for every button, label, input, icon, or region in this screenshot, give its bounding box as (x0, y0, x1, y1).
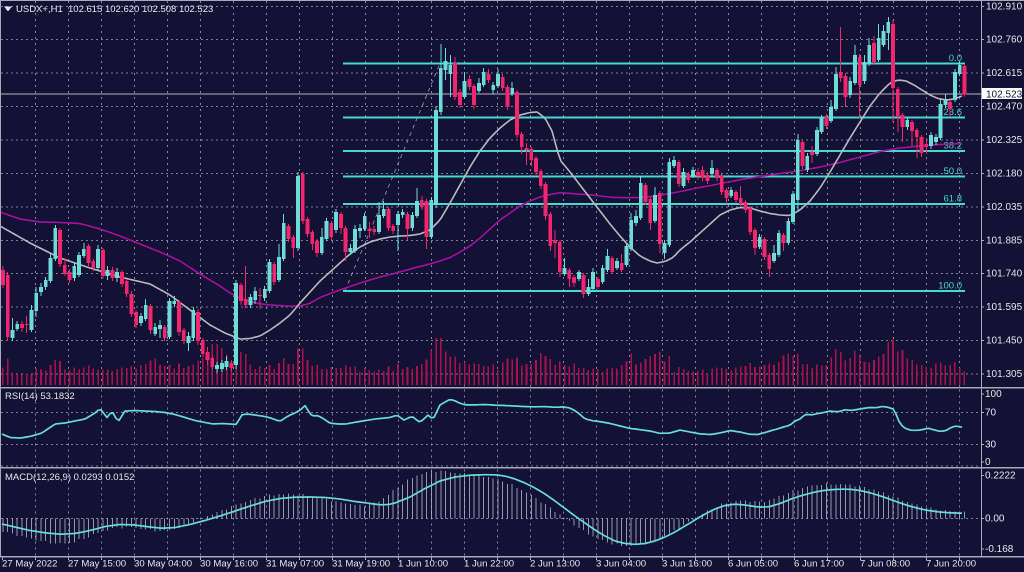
svg-text:30 May 16:00: 30 May 16:00 (200, 559, 258, 570)
svg-text:101.305: 101.305 (986, 369, 1023, 380)
svg-text:6 Jun 17:00: 6 Jun 17:00 (794, 559, 844, 570)
svg-text:1 Jun 10:00: 1 Jun 10:00 (398, 559, 448, 570)
svg-text:-0.168: -0.168 (985, 544, 1014, 555)
svg-text:27 May 15:00: 27 May 15:00 (68, 559, 126, 570)
svg-text:61.8: 61.8 (944, 194, 963, 205)
svg-text:101.740: 101.740 (986, 269, 1023, 280)
svg-text:38.2: 38.2 (944, 140, 963, 151)
svg-text:7 Jun 20:00: 7 Jun 20:00 (926, 559, 976, 570)
svg-text:31 May 19:00: 31 May 19:00 (332, 559, 390, 570)
svg-text:101.595: 101.595 (986, 302, 1023, 313)
svg-text:102.615: 102.615 (986, 68, 1023, 79)
svg-text:102.325: 102.325 (986, 135, 1023, 146)
svg-text:102.523: 102.523 (986, 90, 1023, 101)
svg-text:30 May 04:00: 30 May 04:00 (134, 559, 192, 570)
svg-text:102.760: 102.760 (986, 35, 1023, 46)
svg-text:31 May 07:00: 31 May 07:00 (266, 559, 324, 570)
svg-text:100.0: 100.0 (938, 280, 962, 291)
svg-text:2 Jun 13:00: 2 Jun 13:00 (530, 559, 580, 570)
svg-text:101.885: 101.885 (986, 235, 1023, 246)
svg-text:50.0: 50.0 (944, 166, 963, 177)
svg-text:102.035: 102.035 (986, 202, 1023, 213)
svg-text:102.910: 102.910 (986, 1, 1023, 12)
svg-text:30: 30 (985, 440, 997, 451)
svg-text:0: 0 (985, 457, 991, 468)
svg-text:7 Jun 08:00: 7 Jun 08:00 (860, 559, 910, 570)
svg-text:3 Jun 04:00: 3 Jun 04:00 (596, 559, 646, 570)
svg-text:100: 100 (985, 389, 1002, 400)
svg-text:102.470: 102.470 (986, 102, 1023, 113)
svg-text:23.6: 23.6 (944, 107, 963, 118)
svg-text:0.2222: 0.2222 (985, 471, 1016, 482)
svg-text:1 Jun 22:00: 1 Jun 22:00 (464, 559, 514, 570)
svg-text:3 Jun 16:00: 3 Jun 16:00 (662, 559, 712, 570)
svg-text:RSI(14) 53.1832: RSI(14) 53.1832 (5, 391, 75, 402)
svg-text:101.450: 101.450 (986, 336, 1023, 347)
svg-text:0.00: 0.00 (985, 513, 1005, 524)
svg-text:MACD(12,26,9) 0.0293 0.0152: MACD(12,26,9) 0.0293 0.0152 (5, 472, 134, 483)
svg-text:0.0: 0.0 (949, 53, 962, 64)
svg-text:USDX+,H1 102.615 102.620 102.: USDX+,H1 102.615 102.620 102.508 102.523 (16, 4, 213, 15)
svg-text:27 May 2022: 27 May 2022 (2, 559, 57, 570)
svg-text:102.180: 102.180 (986, 169, 1023, 180)
svg-text:6 Jun 05:00: 6 Jun 05:00 (728, 559, 778, 570)
svg-text:70: 70 (985, 407, 997, 418)
